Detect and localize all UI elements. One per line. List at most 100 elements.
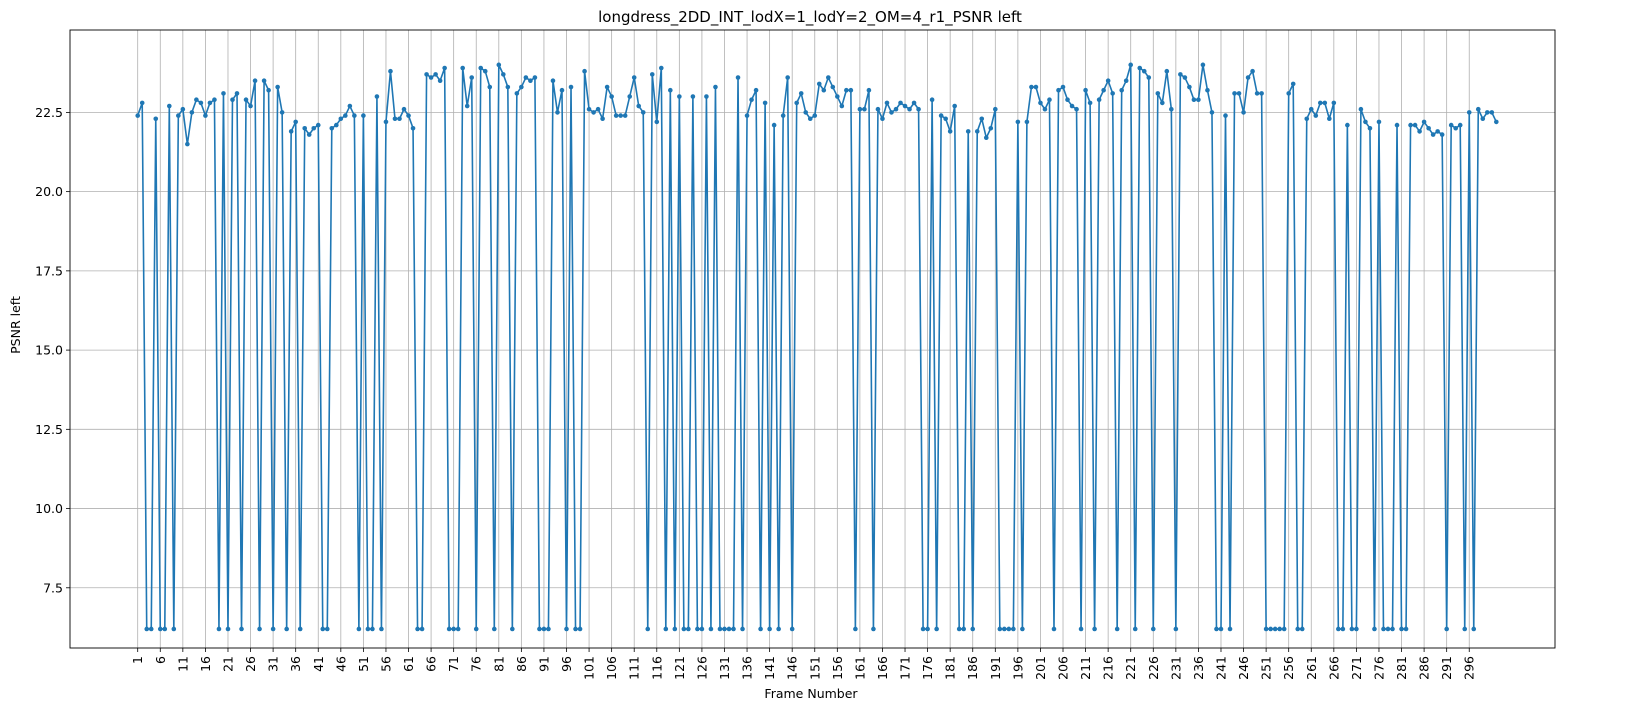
data-point	[1119, 87, 1124, 93]
x-tick-label: 121	[672, 656, 687, 680]
data-point	[1489, 110, 1495, 115]
data-point	[1245, 75, 1251, 80]
data-point	[546, 626, 551, 632]
data-point	[961, 626, 967, 632]
data-point	[618, 113, 623, 118]
data-point	[248, 103, 253, 109]
data-point	[1494, 119, 1499, 125]
data-point	[1029, 84, 1034, 90]
x-tick-label: 91	[536, 656, 551, 672]
data-point	[171, 626, 177, 632]
data-point	[1128, 62, 1134, 68]
data-point	[266, 87, 271, 93]
data-point	[1403, 626, 1409, 632]
data-point	[401, 106, 407, 112]
data-point	[343, 113, 348, 118]
y-tick-label: 10.0	[35, 501, 63, 516]
data-point	[970, 626, 976, 632]
data-point	[952, 103, 957, 109]
y-axis-ticks: 7.5 10.0 12.5 15.0 17.5 20.0 22.5	[35, 105, 70, 595]
data-point	[532, 75, 538, 80]
data-point	[1236, 91, 1242, 96]
data-point	[455, 626, 461, 632]
data-point	[668, 87, 673, 93]
data-point	[686, 626, 691, 632]
x-tick-label: 111	[627, 656, 642, 680]
data-point	[857, 106, 863, 112]
data-point	[406, 113, 411, 118]
x-tick-label: 231	[1168, 656, 1183, 680]
data-point	[555, 110, 560, 115]
data-point	[636, 103, 642, 109]
x-tick-label: 251	[1259, 656, 1274, 680]
x-tick-label: 136	[740, 656, 755, 680]
data-point	[144, 626, 150, 632]
grid-layer	[70, 30, 1555, 648]
data-point	[1087, 100, 1093, 106]
data-point	[798, 91, 804, 96]
data-point	[1209, 110, 1215, 115]
data-point	[1051, 626, 1057, 632]
data-point	[1471, 626, 1477, 632]
data-point	[279, 110, 285, 115]
y-tick-label: 12.5	[35, 422, 63, 437]
data-point	[451, 626, 456, 632]
x-tick-label: 161	[852, 656, 867, 680]
data-point	[1376, 119, 1382, 125]
data-point	[442, 65, 447, 71]
data-point	[1223, 113, 1228, 118]
x-tick-label: 246	[1236, 656, 1251, 680]
data-point	[221, 91, 226, 96]
data-point	[541, 626, 547, 632]
data-point	[677, 94, 682, 99]
x-tick-label: 171	[898, 656, 913, 680]
data-point	[324, 626, 330, 632]
data-point	[1484, 110, 1490, 115]
x-tick-label: 1	[130, 656, 145, 664]
data-point	[388, 68, 393, 74]
data-point	[690, 94, 696, 99]
data-point	[740, 626, 745, 632]
data-point	[789, 626, 795, 632]
data-point	[663, 626, 669, 632]
data-point	[1272, 626, 1278, 632]
data-point	[487, 84, 493, 90]
data-point	[523, 75, 529, 80]
data-point	[645, 626, 651, 632]
x-tick-label: 191	[988, 656, 1003, 680]
data-point	[1457, 122, 1463, 128]
y-tick-label: 7.5	[43, 580, 63, 595]
data-point	[974, 129, 980, 134]
data-point	[419, 626, 425, 632]
data-point	[257, 626, 262, 632]
data-point	[812, 113, 818, 118]
x-tick-label: 126	[694, 656, 709, 680]
data-point	[821, 87, 827, 93]
data-point	[1399, 626, 1404, 632]
x-tick-label: 36	[288, 656, 303, 672]
data-point	[1308, 106, 1314, 112]
x-tick-label: 26	[243, 656, 258, 672]
data-point	[1304, 116, 1310, 122]
data-point	[816, 81, 822, 87]
data-point	[293, 119, 298, 125]
x-tick-label: 181	[943, 656, 958, 680]
data-point	[848, 87, 854, 93]
data-point	[297, 626, 303, 632]
data-point	[491, 626, 497, 632]
data-point	[460, 65, 465, 71]
data-point	[162, 626, 168, 632]
x-tick-label: 221	[1123, 656, 1138, 680]
data-point	[1020, 626, 1025, 632]
data-point	[753, 87, 759, 93]
x-tick-label: 176	[920, 656, 935, 680]
x-tick-label: 211	[1078, 656, 1093, 680]
data-point	[1480, 116, 1486, 122]
data-point	[1340, 626, 1346, 632]
data-point	[1453, 125, 1458, 131]
data-point	[361, 113, 366, 118]
data-point	[1074, 106, 1079, 112]
data-point	[1363, 119, 1368, 125]
x-tick-label: 206	[1056, 656, 1071, 680]
